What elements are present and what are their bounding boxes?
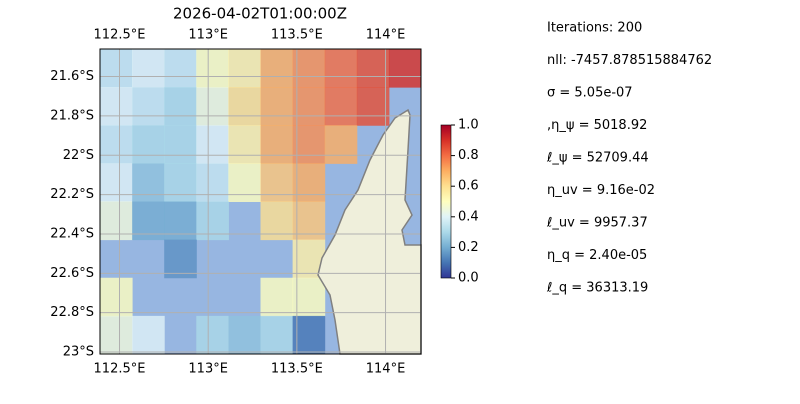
field-cell <box>100 315 133 354</box>
colorbar-tick-label: 0.2 <box>458 240 479 255</box>
y-tick-label: 22.6°S <box>50 266 94 281</box>
chart-title: 2026-04-02T01:00:00Z <box>173 5 347 23</box>
x-tick-label: 112.5°E <box>94 362 146 377</box>
y-tick-label: 23°S <box>63 345 94 360</box>
field-cell <box>388 49 421 88</box>
field-cell <box>164 49 197 88</box>
annotation: ℓ_q = 36313.19 <box>546 281 648 296</box>
field-cell <box>100 163 133 202</box>
map-frame <box>99 48 422 355</box>
field-cell <box>132 125 165 164</box>
field-cell <box>292 49 326 88</box>
annotation: Iterations: 200 <box>547 21 642 36</box>
field-cell <box>228 163 261 202</box>
annotation: σ = 5.05e-07 <box>547 86 633 101</box>
colorbar-tick-label: 0.6 <box>458 179 479 194</box>
y-tick-label: 22°S <box>63 148 94 163</box>
field-cell <box>324 125 358 164</box>
field-cell <box>228 49 261 88</box>
field-cell <box>196 87 229 126</box>
field-cell <box>164 87 197 126</box>
field-cell <box>292 87 326 126</box>
x-tick-label-top: 113.5°E <box>271 28 323 43</box>
annotation: η_uv = 9.16e-02 <box>547 183 655 198</box>
y-tick-label: 22.4°S <box>50 226 94 241</box>
x-tick-label: 114°E <box>366 362 406 377</box>
field-cell <box>260 277 294 317</box>
x-tick-label-top: 113°E <box>188 28 228 43</box>
annotation: η_q = 2.40e-05 <box>547 248 647 263</box>
field-cell <box>260 49 294 88</box>
field-cell <box>196 163 229 202</box>
field-cell <box>228 125 261 164</box>
field-cell <box>132 87 165 126</box>
colorbar <box>440 124 452 279</box>
field-cell <box>196 125 229 164</box>
field-cell <box>260 315 294 354</box>
colorbar-tick-label: 0.8 <box>458 148 479 163</box>
field-cell <box>324 49 358 88</box>
field-cell <box>292 125 326 164</box>
field-cell <box>260 87 294 126</box>
annotation: nll: -7457.878515884762 <box>547 53 712 68</box>
field-cell <box>196 49 229 88</box>
field-cell <box>100 277 133 317</box>
x-tick-label-top: 112.5°E <box>94 28 146 43</box>
field-cell <box>292 163 326 202</box>
field-cell <box>100 49 133 88</box>
field-cell <box>132 49 165 88</box>
x-tick-label-top: 114°E <box>366 28 406 43</box>
annotation: ℓ_ψ = 52709.44 <box>546 151 649 166</box>
field-cell <box>132 315 165 354</box>
field-cell <box>132 163 165 202</box>
x-tick-label: 113.5°E <box>271 362 323 377</box>
field-cell <box>324 87 358 126</box>
field-cell <box>260 163 294 202</box>
field-cell <box>196 315 229 354</box>
annotation: ,η_ψ = 5018.92 <box>547 118 647 133</box>
field-cell <box>356 49 390 88</box>
y-tick-label: 22.2°S <box>50 187 94 202</box>
field-cell <box>228 315 261 354</box>
annotation: ℓ_uv = 9957.37 <box>546 216 648 231</box>
field-cell <box>228 87 261 126</box>
field-cell <box>164 239 197 279</box>
field-cell <box>260 125 294 164</box>
field-cell <box>100 125 133 164</box>
field-cell <box>164 163 197 202</box>
x-tick-label: 113°E <box>188 362 228 377</box>
colorbar-tick-label: 0.0 <box>458 271 479 286</box>
field-cell <box>292 277 326 317</box>
y-tick-label: 21.6°S <box>50 69 94 84</box>
colorbar-tick-label: 1.0 <box>458 118 479 133</box>
field-cell <box>100 87 133 126</box>
field-cell <box>164 125 197 164</box>
colorbar-tick-label: 0.4 <box>458 209 479 224</box>
field-cell <box>292 315 326 354</box>
y-tick-label: 21.8°S <box>50 108 94 123</box>
field-cell <box>356 87 390 126</box>
land <box>317 108 422 355</box>
y-tick-label: 22.8°S <box>50 305 94 320</box>
